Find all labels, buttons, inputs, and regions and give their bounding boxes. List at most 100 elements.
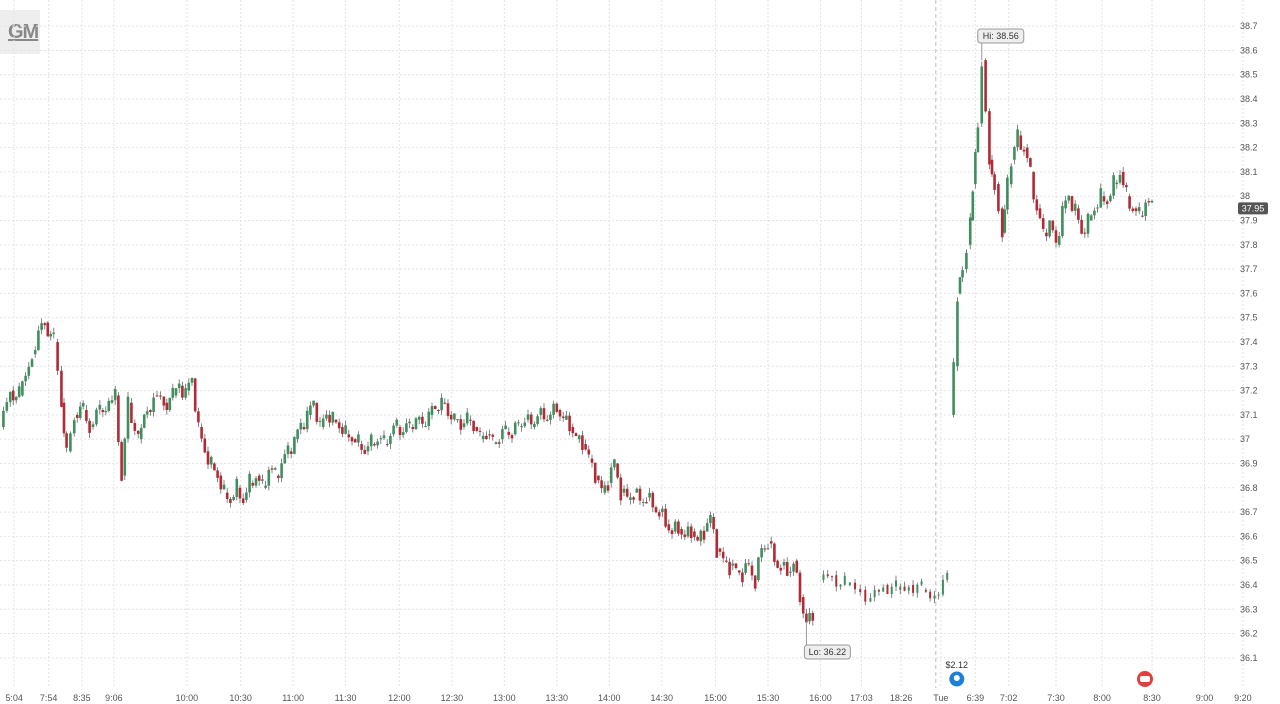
candle-body [21,381,24,396]
x-tick-label: 8:00 [1093,693,1111,703]
candle-body [638,488,642,501]
candle-body [241,498,245,504]
candle-body [408,421,411,424]
candle-body [43,323,47,326]
candle-body [392,425,395,435]
candle-body [988,111,991,165]
y-tick-label: 38.2 [1240,143,1258,153]
candle-body [465,412,469,424]
candle-body [539,408,543,415]
candle-body [606,485,610,491]
candle-body [142,414,146,428]
candle-body [574,433,578,436]
candle-body [555,403,559,412]
x-tick-label: 15:30 [757,693,780,703]
candle-body [523,422,527,427]
candle-body [456,419,459,421]
candle-body [785,562,789,576]
last-price-label: 37.95 [1242,203,1265,213]
candle-body [609,467,613,483]
candle-body [699,530,703,542]
candle-body [864,589,867,602]
candle-body [831,576,833,578]
candle-body [782,562,786,566]
candle-body [421,416,424,424]
candle-body [744,563,747,573]
candle-body [33,350,37,355]
candle-body [440,397,443,411]
candle-body [920,581,923,585]
candle-body [200,427,203,439]
candle-body [373,444,376,446]
candles [2,58,1154,626]
candle-body [952,362,955,415]
candle-body [1032,171,1035,200]
y-tick-label: 36.3 [1240,604,1258,614]
candle-body [216,470,219,478]
candle-body [478,430,482,432]
candle-body [854,582,857,590]
candle-body [88,420,91,433]
candle-body [1118,175,1122,183]
candle-body [725,560,728,562]
candle-body [1099,188,1103,208]
candle-body [600,480,603,489]
candle-body [718,548,722,552]
candle-body [590,458,594,463]
candle-body [1109,195,1112,202]
candle-body [325,414,328,419]
candle-body [162,396,166,406]
candle-body [1035,199,1039,211]
candle-body [801,597,805,614]
candle-body [587,449,591,455]
candle-body [513,422,517,435]
candle-body [984,60,987,112]
candle-body [376,441,379,446]
candle-body [328,414,331,423]
candle-body [1025,147,1029,159]
y-tick-label: 37.6 [1240,288,1258,298]
x-tick-label: 8:30 [1143,693,1161,703]
candle-body [62,402,66,434]
candle-body [184,388,187,398]
candle-body [886,584,889,595]
candle-body [689,526,693,539]
y-tick-label: 37.4 [1240,337,1258,347]
candle-body [686,526,690,537]
candle-body [843,575,846,585]
candle-body [145,411,149,415]
candle-body [929,591,932,599]
x-tick-label: 11:00 [282,693,304,703]
candle-body [257,475,261,481]
candle-body [1009,166,1013,185]
candle-body [1086,213,1090,234]
candle-body [517,422,520,424]
y-tick-label: 36.6 [1240,531,1258,541]
phone-icon [1140,676,1150,682]
candle-body [133,423,137,431]
candle-body [961,270,964,278]
x-tick-label: 14:30 [650,693,673,703]
candle-body [965,252,968,270]
candle-body [168,397,172,411]
annotations: Hi: 38.56 Lo: 36.22 37.95 $2.12 [803,28,1268,687]
candle-body [206,451,210,465]
candle-body [85,410,88,421]
candle-body [369,434,373,447]
candle-body [990,159,994,175]
candle-body [822,574,825,581]
candle-body [737,570,741,573]
candle-body [912,584,915,593]
candle-body [14,396,18,401]
x-tick-label: 7:30 [1047,693,1065,703]
candle-body [760,548,763,558]
candle-body [933,595,936,599]
candle-body [469,419,472,421]
candle-body [52,332,56,334]
candle-body [916,584,919,593]
candle-body [635,488,639,493]
candle-body [165,402,169,411]
candle-body [289,451,293,454]
candle-body [30,359,34,367]
